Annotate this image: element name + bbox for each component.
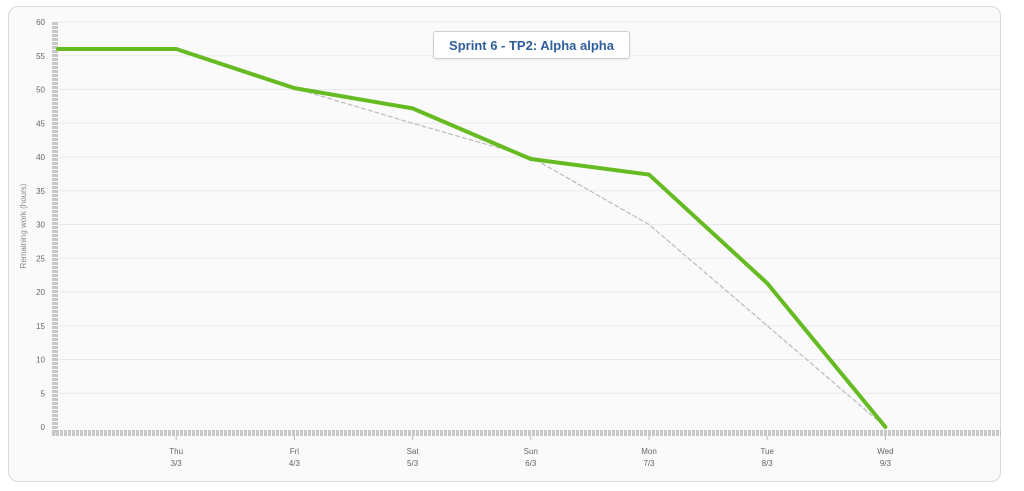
ideal-burndown-line xyxy=(293,87,887,428)
x-tick-label-date: 4/3 xyxy=(289,459,301,468)
y-tick-label: 25 xyxy=(36,254,45,263)
x-tick-label-day: Fri xyxy=(290,447,300,456)
x-tick-label-date: 5/3 xyxy=(407,459,419,468)
y-tick-label: 15 xyxy=(36,322,45,331)
x-tick-label-day: Thu xyxy=(169,447,183,456)
x-tick-label-date: 9/3 xyxy=(880,459,892,468)
x-tick-label-date: 7/3 xyxy=(643,459,655,468)
x-tick-label-day: Sun xyxy=(524,447,538,456)
series-lines xyxy=(56,47,888,429)
y-tick-label: 35 xyxy=(36,187,45,196)
grid-lines xyxy=(58,21,1001,394)
y-tick-label: 55 xyxy=(36,52,45,61)
y-axis-label: Remaining work (hours) xyxy=(19,183,28,268)
y-tick-label: 30 xyxy=(36,221,45,230)
x-tick-label-date: 3/3 xyxy=(171,459,183,468)
axes: 0 5 10 15 20 25 30 35 40 45 50 55 60 Thu 3/3 Fri 4/3 Sat 5… xyxy=(36,18,1001,468)
y-tick-label: 45 xyxy=(36,119,45,128)
y-tick-label: 20 xyxy=(36,288,45,297)
y-tick-label: 0 xyxy=(41,423,46,432)
x-tick-label-date: 8/3 xyxy=(762,459,774,468)
y-tick-label: 10 xyxy=(36,356,45,365)
y-tick-label: 60 xyxy=(36,18,45,27)
chart-frame xyxy=(8,6,1001,482)
x-tick-label-day: Tue xyxy=(760,447,774,456)
x-tick-label-date: 6/3 xyxy=(525,459,537,468)
y-tick-label: 50 xyxy=(36,86,45,95)
x-tick-label-day: Sat xyxy=(407,447,420,456)
x-tick-label-day: Wed xyxy=(877,447,893,456)
y-tick-label: 5 xyxy=(41,389,46,398)
remaining-work-line xyxy=(56,47,888,429)
chart-title: Sprint 6 - TP2: Alpha alpha xyxy=(433,31,630,59)
y-tick-label: 40 xyxy=(36,153,45,162)
x-tick-label-day: Mon xyxy=(641,447,657,456)
